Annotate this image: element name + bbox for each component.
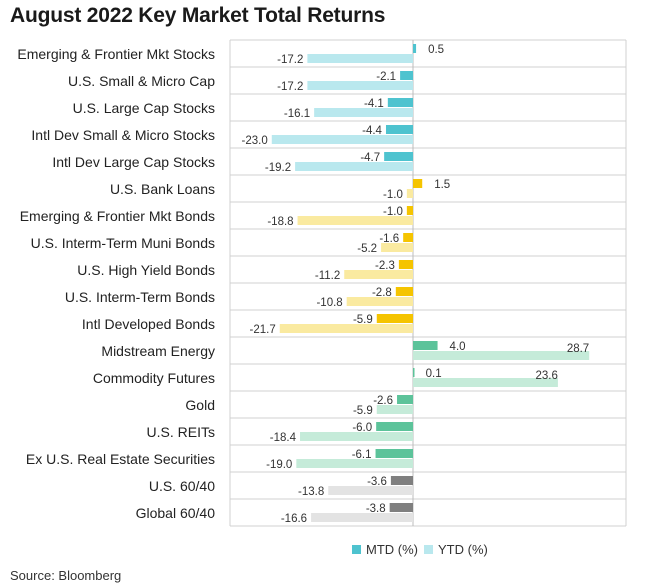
ytd-value-ex-u-s-real-estate-securities: -19.0 — [266, 459, 292, 471]
mtd-bar-intl-developed-bonds — [376, 314, 413, 323]
mtd-bar-u-s-60-40 — [390, 476, 413, 485]
ytd-bar-emerging-frontier-mkt-stocks — [307, 54, 413, 63]
mtd-value-u-s-interm-term-bonds: -2.8 — [372, 287, 392, 299]
ytd-bar-u-s-interm-term-muni-bonds — [381, 243, 413, 252]
category-label-intl-developed-bonds: Intl Developed Bonds — [82, 316, 215, 332]
category-label-midstream-energy: Midstream Energy — [101, 343, 215, 359]
ytd-value-global-60-40: -16.6 — [281, 513, 307, 525]
category-label-commodity-futures: Commodity Futures — [93, 370, 215, 386]
category-label-u-s-large-cap-stocks: U.S. Large Cap Stocks — [73, 100, 215, 116]
mtd-bar-u-s-small-micro-cap — [400, 71, 413, 80]
mtd-bar-u-s-interm-term-bonds — [395, 287, 413, 296]
ytd-bar-intl-dev-large-cap-stocks — [295, 162, 413, 171]
category-label-u-s-interm-term-muni-bonds: U.S. Interm-Term Muni Bonds — [31, 235, 215, 251]
ytd-bar-u-s-high-yield-bonds — [344, 270, 413, 279]
legend-ytd-swatch — [424, 545, 433, 554]
ytd-value-gold: -5.9 — [353, 405, 373, 417]
ytd-value-intl-developed-bonds: -21.7 — [250, 324, 276, 336]
legend-mtd-swatch — [352, 545, 361, 554]
category-label-global-60-40: Global 60/40 — [136, 505, 216, 521]
mtd-bar-commodity-futures — [413, 368, 415, 377]
category-label-gold: Gold — [185, 397, 215, 413]
mtd-value-gold: -2.6 — [373, 395, 393, 407]
mtd-value-ex-u-s-real-estate-securities: -6.1 — [352, 449, 372, 461]
mtd-value-emerging-frontier-mkt-stocks: 0.5 — [428, 44, 444, 56]
category-label-u-s-small-micro-cap: U.S. Small & Micro Cap — [68, 73, 215, 89]
ytd-value-u-s-reits: -18.4 — [270, 432, 297, 444]
ytd-value-u-s-small-micro-cap: -17.2 — [277, 81, 303, 93]
mtd-value-commodity-futures: 0.1 — [426, 368, 442, 380]
mtd-bar-u-s-interm-term-muni-bonds — [403, 233, 413, 242]
ytd-value-u-s-60-40: -13.8 — [298, 486, 324, 498]
mtd-value-u-s-reits: -6.0 — [352, 422, 372, 434]
ytd-bar-u-s-60-40 — [328, 486, 413, 495]
ytd-bar-commodity-futures — [413, 378, 558, 387]
mtd-value-u-s-large-cap-stocks: -4.1 — [364, 98, 384, 110]
mtd-value-u-s-bank-loans: 1.5 — [434, 179, 450, 191]
mtd-bar-u-s-high-yield-bonds — [398, 260, 413, 269]
category-label-u-s-60-40: U.S. 60/40 — [149, 478, 215, 494]
ytd-bar-u-s-reits — [300, 432, 413, 441]
mtd-bar-u-s-reits — [376, 422, 413, 431]
category-label-emerging-frontier-mkt-bonds: Emerging & Frontier Mkt Bonds — [20, 208, 215, 224]
category-label-intl-dev-small-micro-stocks: Intl Dev Small & Micro Stocks — [31, 127, 215, 143]
ytd-value-intl-dev-large-cap-stocks: -19.2 — [265, 162, 291, 174]
ytd-bar-midstream-energy — [413, 351, 590, 360]
mtd-bar-ex-u-s-real-estate-securities — [375, 449, 413, 458]
category-label-intl-dev-large-cap-stocks: Intl Dev Large Cap Stocks — [52, 154, 215, 170]
ytd-value-u-s-large-cap-stocks: -16.1 — [284, 108, 310, 120]
mtd-bar-u-s-large-cap-stocks — [387, 98, 413, 107]
ytd-bar-ex-u-s-real-estate-securities — [296, 459, 413, 468]
mtd-value-u-s-interm-term-muni-bonds: -1.6 — [379, 233, 399, 245]
mtd-value-emerging-frontier-mkt-bonds: -1.0 — [383, 206, 403, 218]
mtd-value-u-s-high-yield-bonds: -2.3 — [375, 260, 395, 272]
mtd-value-intl-dev-large-cap-stocks: -4.7 — [360, 152, 380, 164]
mtd-value-global-60-40: -3.8 — [366, 503, 386, 515]
source-note: Source: Bloomberg — [10, 568, 122, 583]
legend-mtd-label: MTD (%) — [366, 542, 418, 557]
mtd-bar-intl-dev-small-micro-stocks — [385, 125, 413, 134]
ytd-bar-emerging-frontier-mkt-bonds — [297, 216, 413, 225]
mtd-bar-global-60-40 — [389, 503, 413, 512]
mtd-bar-midstream-energy — [413, 341, 438, 350]
ytd-bar-u-s-interm-term-bonds — [346, 297, 413, 306]
ytd-bar-u-s-large-cap-stocks — [314, 108, 413, 117]
mtd-value-u-s-small-micro-cap: -2.1 — [376, 71, 396, 83]
ytd-value-u-s-high-yield-bonds: -11.2 — [315, 270, 340, 282]
category-label-ex-u-s-real-estate-securities: Ex U.S. Real Estate Securities — [26, 451, 215, 467]
category-label-u-s-interm-term-bonds: U.S. Interm-Term Bonds — [65, 289, 215, 305]
mtd-value-u-s-60-40: -3.6 — [367, 476, 387, 488]
mtd-bar-intl-dev-large-cap-stocks — [384, 152, 413, 161]
ytd-value-u-s-bank-loans: -1.0 — [383, 189, 403, 201]
ytd-bar-u-s-small-micro-cap — [307, 81, 413, 90]
ytd-value-u-s-interm-term-muni-bonds: -5.2 — [357, 243, 377, 255]
ytd-bar-gold — [376, 405, 413, 414]
chart-title: August 2022 Key Market Total Returns — [10, 4, 386, 27]
ytd-value-emerging-frontier-mkt-stocks: -17.2 — [277, 54, 303, 66]
mtd-bar-emerging-frontier-mkt-stocks — [413, 44, 417, 53]
category-label-u-s-bank-loans: U.S. Bank Loans — [110, 181, 215, 197]
category-label-u-s-reits: U.S. REITs — [147, 424, 215, 440]
mtd-bar-emerging-frontier-mkt-bonds — [406, 206, 413, 215]
category-label-u-s-high-yield-bonds: U.S. High Yield Bonds — [77, 262, 215, 278]
ytd-bar-intl-developed-bonds — [279, 324, 413, 333]
mtd-value-midstream-energy: 4.0 — [450, 341, 466, 353]
mtd-bar-u-s-bank-loans — [413, 179, 423, 188]
ytd-value-intl-dev-small-micro-stocks: -23.0 — [242, 135, 268, 147]
mtd-bar-gold — [397, 395, 413, 404]
ytd-bar-u-s-bank-loans — [406, 189, 413, 198]
ytd-bar-global-60-40 — [311, 513, 413, 522]
legend-ytd-label: YTD (%) — [438, 542, 488, 557]
mtd-value-intl-dev-small-micro-stocks: -4.4 — [362, 125, 382, 137]
ytd-value-u-s-interm-term-bonds: -10.8 — [316, 297, 342, 309]
category-label-emerging-frontier-mkt-stocks: Emerging & Frontier Mkt Stocks — [17, 46, 215, 62]
ytd-value-midstream-energy: 28.7 — [567, 343, 589, 355]
ytd-value-commodity-futures: 23.6 — [536, 370, 558, 382]
mtd-value-intl-developed-bonds: -5.9 — [353, 314, 373, 326]
ytd-value-emerging-frontier-mkt-bonds: -18.8 — [267, 216, 293, 228]
ytd-bar-intl-dev-small-micro-stocks — [271, 135, 413, 144]
